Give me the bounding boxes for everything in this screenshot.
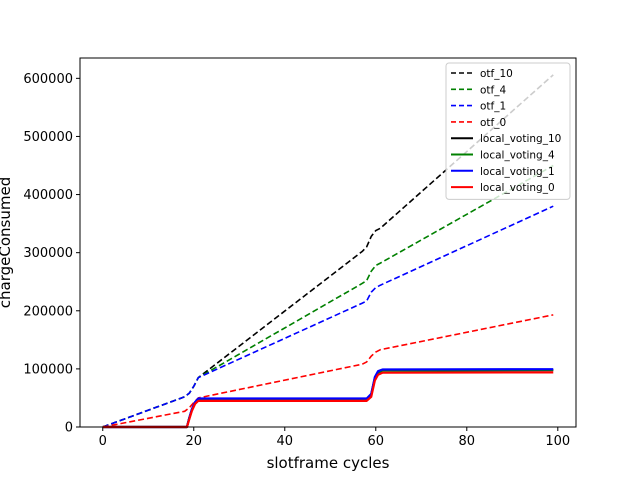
x-tick-label: 0: [99, 434, 107, 449]
legend-entry-label: local_voting_4: [480, 150, 555, 162]
legend-box: [445, 62, 571, 200]
legend-entry-label: otf_4: [480, 84, 506, 96]
series-line-otf-0: [102, 314, 554, 428]
legend-entry-label: otf_10: [480, 68, 513, 80]
legend-entry-label: local_voting_1: [480, 166, 555, 178]
legend: otf_10 otf_4 otf_1 otf_0 local_voting_10loca…: [445, 62, 571, 200]
x-axis-ticks: 0 20 40 60 80 100: [99, 427, 570, 449]
y-axis-ticks: 0 100000 200000 300000 400000 500000 600000: [23, 72, 80, 436]
x-tick-label: 20: [185, 434, 202, 449]
series-line-otf-1: [102, 205, 554, 428]
axes-layer: [79, 57, 577, 428]
series-line-local-voting-0: [102, 371, 554, 429]
y-tick-label: 300000: [23, 246, 73, 261]
y-tick-label: 500000: [23, 130, 73, 145]
legend-entry-label: otf_1: [480, 101, 506, 113]
series-line-otf-4: [102, 164, 554, 428]
x-tick-label: 100: [545, 434, 570, 449]
y-tick-label: 400000: [23, 188, 73, 203]
y-tick-label: 0: [65, 421, 73, 436]
series-line-local-voting-1: [102, 368, 554, 429]
x-tick-label: 40: [276, 434, 293, 449]
legend-entry-label: local_voting_0: [480, 182, 555, 194]
y-tick-label: 600000: [23, 72, 73, 87]
y-tick-label: 200000: [23, 304, 73, 319]
x-tick-label: 80: [459, 434, 476, 449]
y-tick-label: 100000: [23, 362, 73, 377]
series-layer: [102, 74, 554, 429]
y-axis-label: chargeConsumed: [0, 177, 14, 308]
legend-entry-label: otf_0: [480, 117, 506, 129]
x-tick-label: 60: [368, 434, 385, 449]
x-axis-label: slotframe cycles: [267, 454, 390, 472]
plot-frame: [79, 57, 577, 428]
legend-entry-label: local_voting_10: [480, 133, 561, 145]
